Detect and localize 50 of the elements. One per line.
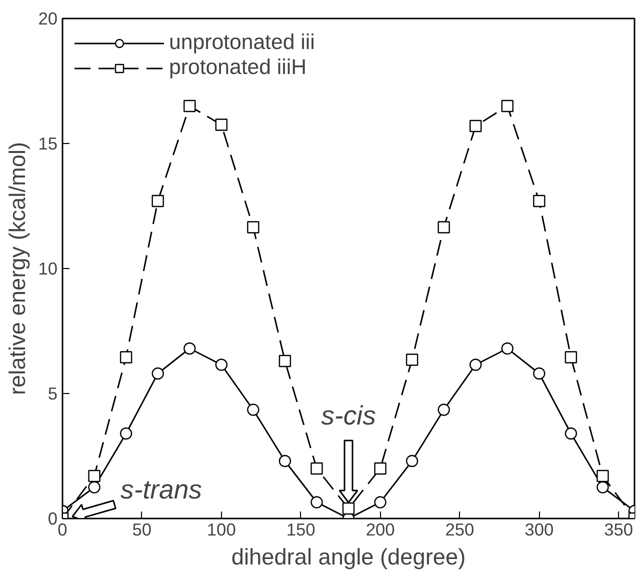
- point: [152, 367, 164, 380]
- point: [564, 427, 578, 440]
- x-tick-label: 350: [604, 520, 634, 540]
- point: [310, 462, 323, 475]
- point: [152, 194, 164, 208]
- point: [184, 342, 196, 355]
- point: [564, 351, 578, 364]
- point: [596, 481, 609, 494]
- point: [470, 120, 482, 132]
- y-axis-title: relative energy (kcal/mol): [4, 142, 30, 396]
- y-tick-label: 10: [38, 258, 58, 278]
- x-tick-label: 300: [524, 520, 554, 540]
- annotation: s-trans: [120, 474, 202, 504]
- point: [88, 481, 100, 494]
- legend-label: protonated iiiH: [169, 55, 307, 80]
- x-axis-title: dihedral angle (degree): [231, 544, 466, 570]
- point: [533, 194, 546, 208]
- point: [470, 358, 482, 371]
- point: [247, 404, 260, 416]
- point: [120, 427, 132, 440]
- point: [88, 470, 100, 482]
- point: [374, 496, 386, 508]
- point: [406, 454, 418, 468]
- point: [501, 100, 514, 112]
- y-tick-label: 15: [38, 134, 58, 154]
- point: [247, 221, 260, 234]
- point: [438, 404, 450, 416]
- annotation: s-cis: [321, 400, 376, 430]
- point: [342, 502, 355, 515]
- x-tick-label: 100: [206, 520, 236, 540]
- point: [438, 221, 450, 234]
- point: [120, 351, 132, 364]
- point: [406, 354, 418, 366]
- point: [533, 367, 546, 380]
- x-tick-label: 150: [286, 520, 316, 540]
- x-tick-label: 50: [132, 520, 152, 540]
- point: [310, 496, 323, 508]
- point: [184, 100, 196, 112]
- point: [278, 354, 292, 368]
- x-tick-label: 200: [366, 520, 395, 540]
- point: [374, 462, 386, 475]
- y-tick-label: 20: [38, 8, 58, 28]
- point: [596, 470, 609, 482]
- point: [215, 358, 228, 371]
- y-tick-label: 5: [48, 384, 58, 404]
- point: [215, 118, 228, 131]
- point: [278, 454, 292, 468]
- point: [501, 342, 514, 355]
- legend-label: unprotonated iii: [169, 30, 315, 55]
- x-tick-label: 250: [445, 520, 474, 540]
